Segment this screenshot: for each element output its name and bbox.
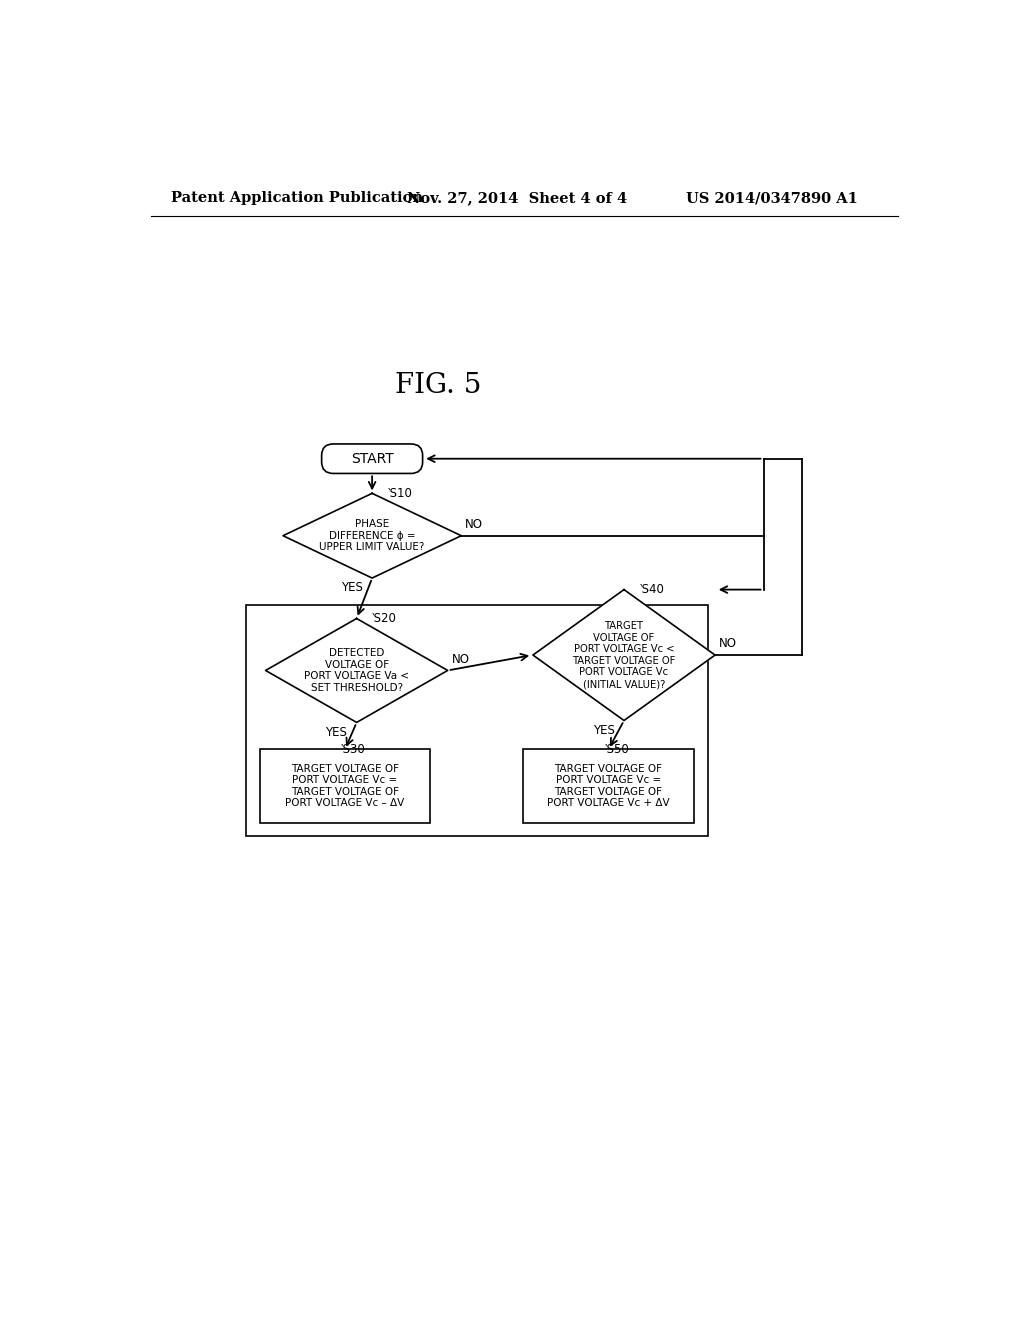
Polygon shape	[532, 590, 715, 721]
Text: FIG. 5: FIG. 5	[395, 372, 481, 399]
Text: START: START	[351, 451, 393, 466]
Bar	[246, 605, 708, 837]
Polygon shape	[283, 494, 461, 578]
Text: PHASE
DIFFERENCE ϕ =
UPPER LIMIT VALUE?: PHASE DIFFERENCE ϕ = UPPER LIMIT VALUE?	[319, 519, 425, 552]
Text: ‵S10: ‵S10	[388, 487, 413, 500]
Text: DETECTED
VOLTAGE OF
PORT VOLTAGE Va <
SET THRESHOLD?: DETECTED VOLTAGE OF PORT VOLTAGE Va < SE…	[304, 648, 410, 693]
Text: YES: YES	[341, 581, 362, 594]
Bar	[260, 750, 430, 822]
Bar	[523, 750, 693, 822]
Text: Nov. 27, 2014  Sheet 4 of 4: Nov. 27, 2014 Sheet 4 of 4	[407, 191, 627, 206]
Text: YES: YES	[593, 723, 614, 737]
Text: TARGET VOLTAGE OF
PORT VOLTAGE Vc =
TARGET VOLTAGE OF
PORT VOLTAGE Vc + ΔV: TARGET VOLTAGE OF PORT VOLTAGE Vc = TARG…	[547, 763, 670, 808]
Text: ‵S50: ‵S50	[604, 743, 630, 756]
Text: NO: NO	[719, 638, 737, 651]
Text: Patent Application Publication: Patent Application Publication	[171, 191, 423, 206]
Text: ‵S40: ‵S40	[640, 583, 665, 597]
FancyBboxPatch shape	[322, 444, 423, 474]
Text: TARGET VOLTAGE OF
PORT VOLTAGE Vc =
TARGET VOLTAGE OF
PORT VOLTAGE Vc – ΔV: TARGET VOLTAGE OF PORT VOLTAGE Vc = TARG…	[286, 763, 404, 808]
Text: NO: NO	[452, 653, 470, 665]
Polygon shape	[265, 619, 447, 722]
Text: US 2014/0347890 A1: US 2014/0347890 A1	[686, 191, 858, 206]
Text: TARGET
VOLTAGE OF
PORT VOLTAGE Vc <
TARGET VOLTAGE OF
PORT VOLTAGE Vc
(INITIAL V: TARGET VOLTAGE OF PORT VOLTAGE Vc < TARG…	[572, 620, 676, 689]
Text: ‵S20: ‵S20	[372, 612, 397, 626]
Text: NO: NO	[465, 517, 483, 531]
Text: ‵S30: ‵S30	[341, 743, 366, 756]
Text: YES: YES	[326, 726, 347, 738]
